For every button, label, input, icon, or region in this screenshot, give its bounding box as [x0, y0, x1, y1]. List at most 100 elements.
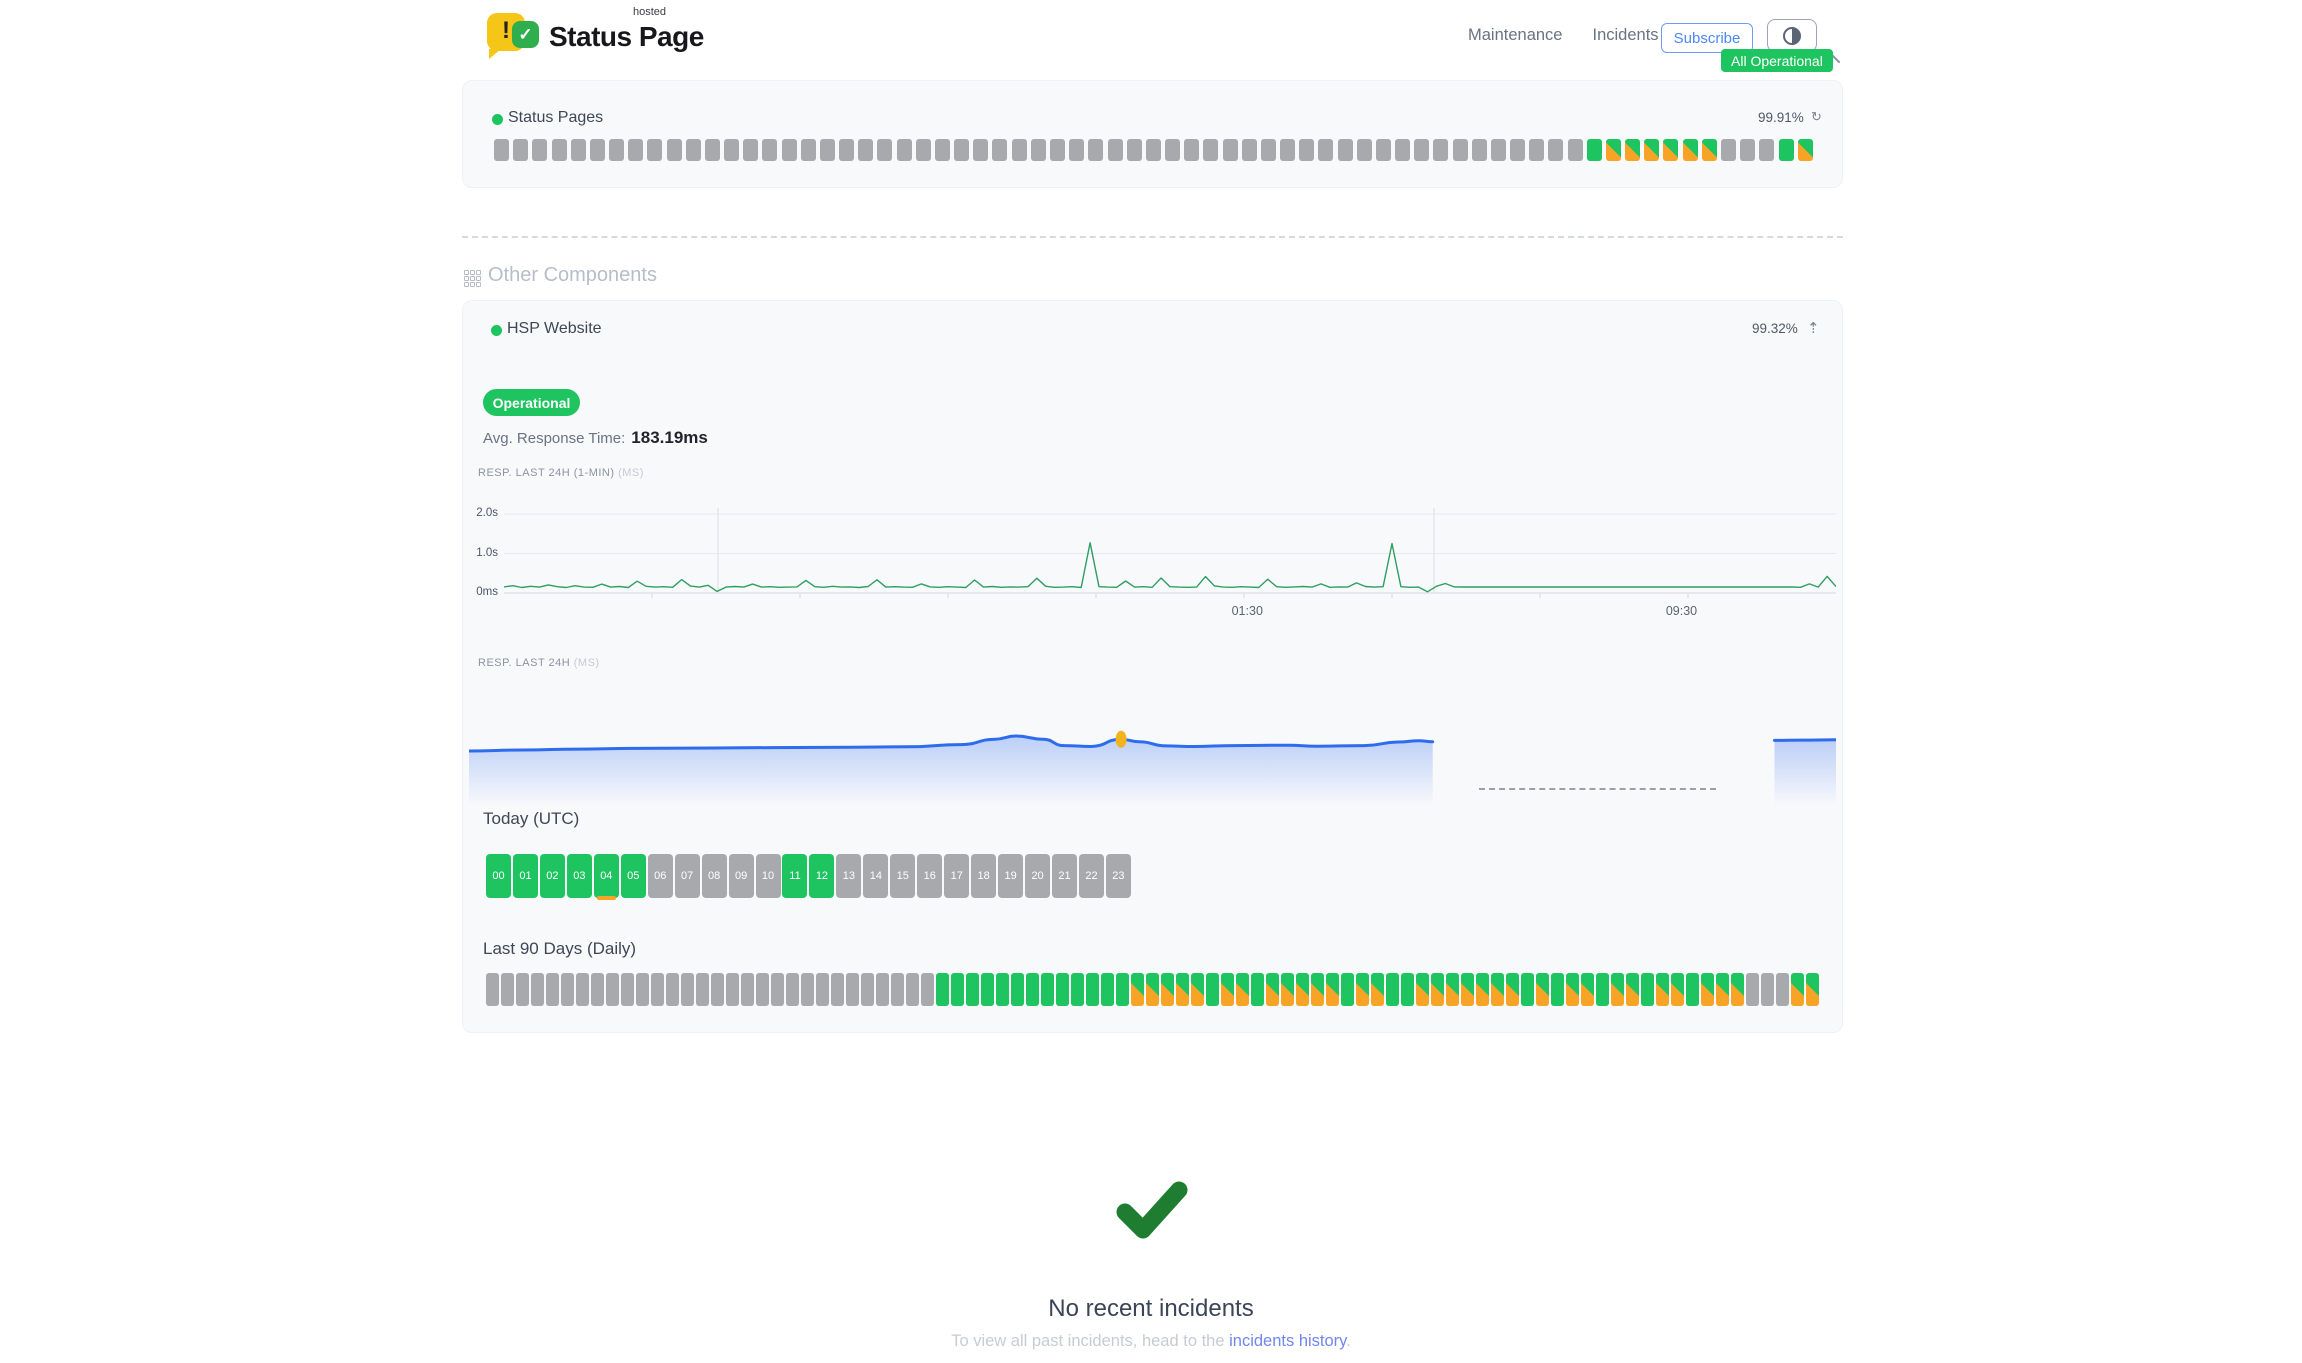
uptime-bar[interactable]: [551, 139, 567, 161]
uptime-bar[interactable]: [1126, 139, 1142, 161]
uptime-bar[interactable]: [1416, 973, 1429, 1006]
hour-block-13[interactable]: 13: [836, 854, 862, 898]
uptime-bar[interactable]: [531, 973, 544, 1006]
uptime-bar[interactable]: [996, 973, 1009, 1006]
uptime-bar[interactable]: [647, 139, 663, 161]
hour-block-03[interactable]: 03: [566, 854, 592, 898]
hour-block-08[interactable]: 08: [701, 854, 727, 898]
uptime-bar[interactable]: [1521, 973, 1534, 1006]
uptime-bar[interactable]: [636, 973, 649, 1006]
uptime-bar[interactable]: [589, 139, 605, 161]
uptime-bar[interactable]: [1701, 973, 1714, 1006]
uptime-bar[interactable]: [724, 139, 740, 161]
uptime-bar[interactable]: [711, 973, 724, 1006]
uptime-bar[interactable]: [532, 139, 548, 161]
uptime-bar[interactable]: [1686, 973, 1699, 1006]
uptime-bar[interactable]: [1510, 139, 1526, 161]
uptime-bar[interactable]: [771, 973, 784, 1006]
uptime-bar[interactable]: [861, 973, 874, 1006]
uptime-bar[interactable]: [1682, 139, 1698, 161]
uptime-bar[interactable]: [1326, 973, 1339, 1006]
uptime-bar[interactable]: [1241, 139, 1257, 161]
hour-block-21[interactable]: 21: [1052, 854, 1078, 898]
uptime-bar[interactable]: [831, 973, 844, 1006]
uptime-bar[interactable]: [1452, 139, 1468, 161]
uptime-bar[interactable]: [1145, 139, 1161, 161]
uptime-bar[interactable]: [1280, 139, 1296, 161]
uptime-bar[interactable]: [685, 139, 701, 161]
uptime-bar[interactable]: [1222, 139, 1238, 161]
uptime-bar[interactable]: [1471, 139, 1487, 161]
uptime-bar[interactable]: [743, 139, 759, 161]
hour-block-10[interactable]: 10: [755, 854, 781, 898]
uptime-bar[interactable]: [1548, 139, 1564, 161]
uptime-bar[interactable]: [1281, 973, 1294, 1006]
uptime-bar[interactable]: [1740, 139, 1756, 161]
uptime-bar[interactable]: [891, 973, 904, 1006]
theme-toggle-button[interactable]: [1767, 19, 1817, 52]
hour-block-00[interactable]: 00: [486, 854, 511, 898]
uptime-bar[interactable]: [1586, 139, 1602, 161]
uptime-bar[interactable]: [681, 973, 694, 1006]
hour-block-12[interactable]: 12: [809, 854, 835, 898]
uptime-bar[interactable]: [1049, 139, 1065, 161]
uptime-bar[interactable]: [1746, 973, 1759, 1006]
uptime-bar[interactable]: [1581, 973, 1594, 1006]
uptime-bar[interactable]: [696, 973, 709, 1006]
uptime-bar[interactable]: [800, 139, 816, 161]
uptime-bar[interactable]: [858, 139, 874, 161]
uptime-bar[interactable]: [501, 973, 514, 1006]
uptime-bar[interactable]: [726, 973, 739, 1006]
incidents-history-link[interactable]: incidents history: [1229, 1332, 1347, 1350]
uptime-bar[interactable]: [1299, 139, 1315, 161]
uptime-bar[interactable]: [1088, 139, 1104, 161]
uptime-bar[interactable]: [1605, 139, 1621, 161]
uptime-bar[interactable]: [1146, 973, 1159, 1006]
hour-block-09[interactable]: 09: [728, 854, 754, 898]
uptime-bar[interactable]: [801, 973, 814, 1006]
uptime-bar[interactable]: [1536, 973, 1549, 1006]
uptime-bar[interactable]: [1567, 139, 1583, 161]
uptime-bar[interactable]: [906, 973, 919, 1006]
uptime-bar[interactable]: [1644, 139, 1660, 161]
uptime-bar[interactable]: [666, 139, 682, 161]
uptime-bar[interactable]: [1101, 973, 1114, 1006]
uptime-bar[interactable]: [839, 139, 855, 161]
uptime-bar[interactable]: [1356, 139, 1372, 161]
uptime-bar[interactable]: [1791, 973, 1804, 1006]
uptime-bar[interactable]: [621, 973, 634, 1006]
uptime-bar[interactable]: [609, 139, 625, 161]
uptime-bar[interactable]: [1221, 973, 1234, 1006]
uptime-bar[interactable]: [1641, 973, 1654, 1006]
uptime-bar[interactable]: [877, 139, 893, 161]
uptime-bar[interactable]: [666, 973, 679, 1006]
uptime-bar[interactable]: [921, 973, 934, 1006]
uptime-bar[interactable]: [1761, 973, 1774, 1006]
nav-incidents[interactable]: Incidents: [1592, 26, 1659, 44]
uptime-bar[interactable]: [1433, 139, 1449, 161]
uptime-bar[interactable]: [1236, 973, 1249, 1006]
uptime-bar[interactable]: [1161, 973, 1174, 1006]
uptime-bar[interactable]: [1626, 973, 1639, 1006]
uptime-bar[interactable]: [628, 139, 644, 161]
uptime-bar[interactable]: [516, 973, 529, 1006]
uptime-bar[interactable]: [915, 139, 931, 161]
uptime-bar[interactable]: [546, 973, 559, 1006]
uptime-bar[interactable]: [494, 139, 509, 161]
uptime-bar[interactable]: [1041, 973, 1054, 1006]
uptime-bar[interactable]: [786, 973, 799, 1006]
hour-block-01[interactable]: 01: [512, 854, 538, 898]
nav-maintenance[interactable]: Maintenance: [1468, 26, 1563, 44]
hour-block-15[interactable]: 15: [890, 854, 916, 898]
uptime-bar[interactable]: [1011, 139, 1027, 161]
uptime-bar[interactable]: [1656, 973, 1669, 1006]
uptime-bar[interactable]: [966, 973, 979, 1006]
uptime-bar[interactable]: [819, 139, 835, 161]
hour-block-22[interactable]: 22: [1078, 854, 1104, 898]
uptime-bar[interactable]: [1625, 139, 1641, 161]
hour-block-02[interactable]: 02: [539, 854, 565, 898]
uptime-bar[interactable]: [1026, 973, 1039, 1006]
uptime-bar[interactable]: [1206, 973, 1219, 1006]
hour-block-04[interactable]: 04: [593, 854, 619, 900]
uptime-bar[interactable]: [651, 973, 664, 1006]
